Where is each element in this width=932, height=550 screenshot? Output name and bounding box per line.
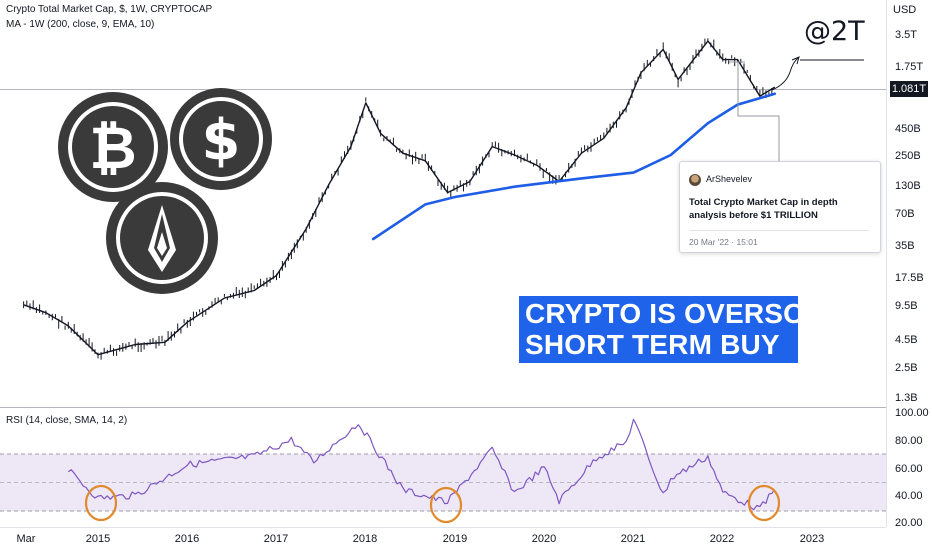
dollar-icon: $ (170, 88, 272, 190)
ma-indicator-label: MA - 1W (200, close, 9, EMA, 10) (6, 19, 155, 30)
price-candles (23, 38, 773, 360)
time-axis-ticks: Mar 2015 2016 2017 2018 2019 2020 2021 2022 2023 (17, 533, 825, 545)
price-tick-label: 1.3B (895, 392, 918, 404)
rsi-tick-label: 80.00 (895, 435, 923, 447)
price-tick-label: 4.5B (895, 334, 918, 346)
rsi-tick-label: 60.00 (895, 463, 923, 475)
rsi-axis-ticks: 100.00 80.00 60.00 40.00 20.00 (895, 407, 929, 529)
oversold-banner: CRYPTO IS OVERSOLD SHORT TERM BUY (519, 296, 843, 363)
price-axis-unit: USD (893, 4, 917, 16)
price-tick-label: 9.5B (895, 300, 918, 312)
idea-title[interactable]: Total Crypto Market Cap in depth analysi… (689, 197, 838, 221)
author-avatar[interactable] (689, 174, 701, 186)
time-tick-label: 2023 (800, 533, 824, 545)
ethereum-icon (106, 182, 218, 294)
idea-author[interactable]: ArShevelev (706, 174, 753, 184)
time-tick-label: 2020 (532, 533, 556, 545)
chart-title: Crypto Total Market Cap, $, 1W, CRYPTOCA… (6, 4, 213, 15)
time-tick-label: 2022 (710, 533, 734, 545)
svg-text:₿: ₿ (89, 114, 136, 182)
target-label: @2T (804, 16, 865, 47)
time-tick-label: Mar (17, 533, 36, 545)
time-tick-label: 2019 (443, 533, 467, 545)
price-axis-ticks: 3.5T 1.75T 450B 250B 130B 70B 35B 17.5B 9.5B 4.5B… (895, 29, 924, 404)
price-tick-label: 130B (895, 180, 921, 192)
time-tick-label: 2016 (175, 533, 199, 545)
rsi-tick-label: 100.00 (895, 407, 929, 419)
price-tick-label: 35B (895, 240, 915, 252)
time-tick-label: 2021 (621, 533, 645, 545)
price-tick-label: 17.5B (895, 272, 924, 284)
price-tick-label: 70B (895, 208, 915, 220)
target-arrow (771, 57, 799, 91)
banner-line-2: SHORT TERM BUY (525, 329, 780, 360)
price-tick-label: 450B (895, 123, 921, 135)
rsi-oversold-circle-2019 (429, 486, 463, 524)
idea-card-divider (689, 230, 869, 231)
rsi-oversold-circle-2015 (84, 484, 118, 522)
price-tick-label: 3.5T (895, 29, 917, 41)
price-tick-label: 2.5B (895, 362, 918, 374)
price-tick-label: 1.75T (895, 61, 923, 73)
idea-card-connector (737, 62, 780, 161)
bitcoin-icon: ₿ (58, 92, 168, 202)
time-tick-label: 2018 (353, 533, 377, 545)
banner-line-1: CRYPTO IS OVERSOLD (525, 298, 843, 329)
rsi-oversold-circle-2022 (747, 484, 781, 522)
svg-text:$: $ (202, 108, 241, 173)
rsi-tick-label: 40.00 (895, 490, 923, 502)
price-tick-label: 250B (895, 150, 921, 162)
rsi-tick-label: 20.00 (895, 517, 923, 529)
time-tick-label: 2015 (86, 533, 110, 545)
rsi-indicator-label: RSI (14, close, SMA, 14, 2) (6, 415, 128, 426)
time-tick-label: 2017 (264, 533, 288, 545)
target-arrowhead (791, 56, 800, 65)
idea-card[interactable]: ArShevelev Total Crypto Market Cap in de… (679, 161, 881, 253)
idea-date: 20 Mar '22 · 15:01 (689, 237, 758, 247)
price-series-line (23, 40, 776, 356)
current-price-tag: 1.081T (890, 81, 928, 97)
ma-line (371, 92, 777, 241)
rsi-line (67, 418, 776, 511)
